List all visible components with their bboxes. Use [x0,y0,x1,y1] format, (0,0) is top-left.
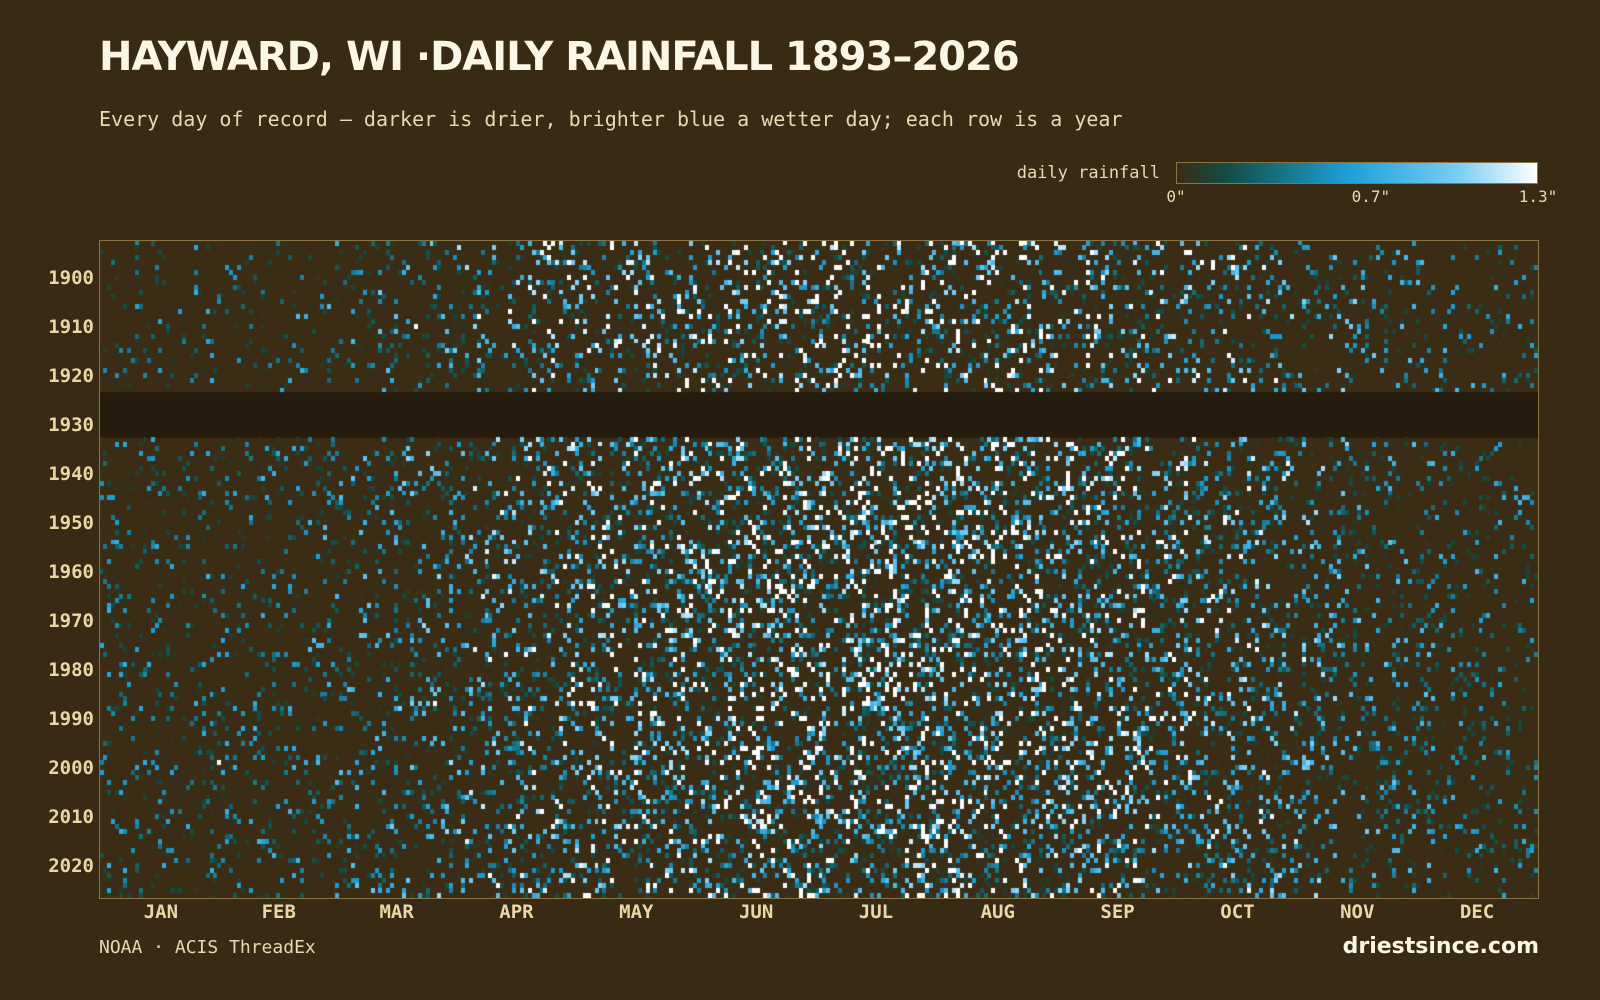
legend-label: daily rainfall [1016,163,1160,183]
month-tick-label: MAY [619,901,654,923]
chart-subtitle: Every day of record — darker is drier, b… [99,107,1123,131]
month-tick-label: JUL [858,901,894,923]
month-tick-label: FEB [261,901,296,923]
month-tick-label: DEC [1459,901,1495,923]
year-tick-label: 1980 [48,659,94,681]
legend-tick-1: 0.7" [1351,187,1391,206]
chart-title: HAYWARD, WI ·DAILY RAINFALL 1893–2026 [99,34,1020,80]
year-tick-label: 1900 [48,266,94,289]
year-tick-label: 1940 [48,462,94,485]
year-tick-label: 2020 [48,855,94,878]
month-tick-label: OCT [1220,901,1255,923]
month-tick-label: MAR [379,901,414,923]
month-tick-label: JUN [738,901,774,923]
year-tick-label: 1990 [48,708,94,731]
year-tick-label: 1970 [48,609,94,632]
year-tick-label: 2000 [48,757,94,780]
month-tick-label: APR [499,901,534,923]
year-tick-label: 2010 [48,806,94,829]
legend-gradient-bar [1176,162,1538,184]
site-brand: driestsince.com [1342,934,1539,959]
year-tick-label: 1960 [48,560,94,583]
month-tick-label: SEP [1100,901,1135,923]
year-tick-label: 1920 [48,364,94,387]
month-tick-label: NOV [1340,901,1375,923]
month-tick-label: AUG [980,901,1015,923]
heatmap-frame [99,240,1539,899]
year-tick-label: 1930 [48,413,94,436]
legend-tick-0: 0" [1166,187,1186,206]
year-tick-label: 1910 [48,315,94,338]
year-tick-label: 1950 [48,511,94,534]
rainfall-heatmap [100,241,1538,898]
legend-tick-2: 1.3" [1518,187,1558,206]
data-source: NOAA · ACIS ThreadEx [99,937,316,958]
month-tick-label: JAN [143,901,179,923]
